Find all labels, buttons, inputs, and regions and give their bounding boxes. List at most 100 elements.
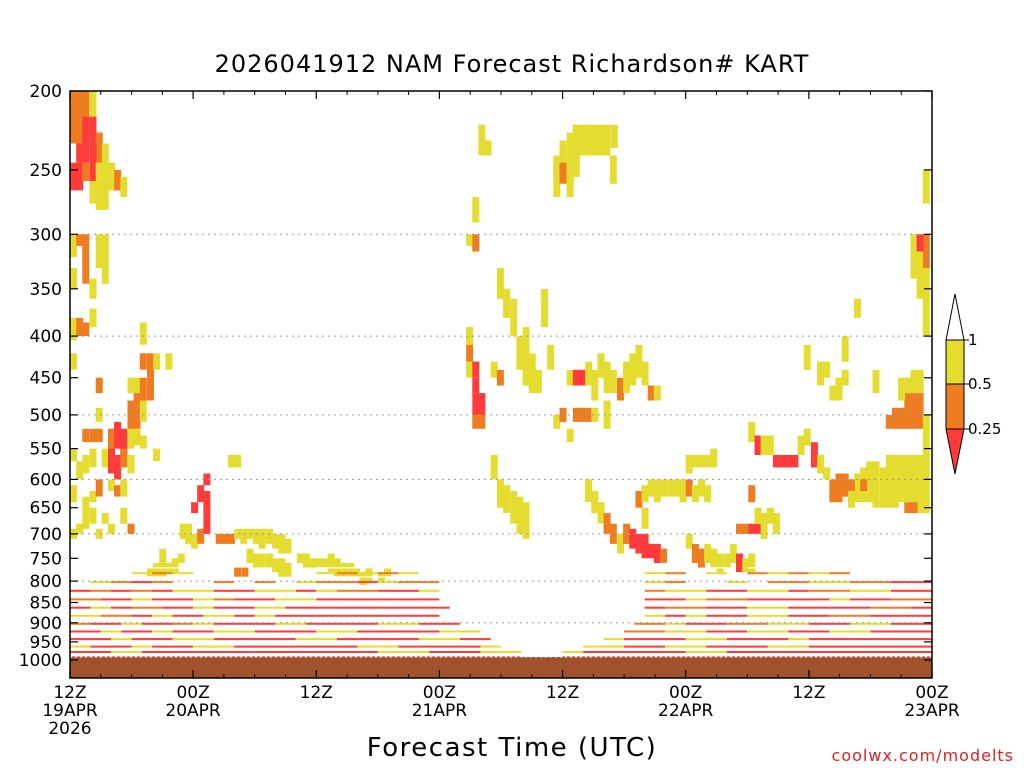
heatmap-cell	[131, 645, 153, 648]
heatmap-cell	[472, 234, 480, 252]
heatmap-cell	[872, 369, 880, 394]
heatmap-cell	[591, 369, 599, 401]
heatmap-cell	[665, 589, 707, 592]
heatmap-cell	[510, 491, 518, 524]
heatmap-streak	[100, 593, 132, 596]
heatmap-cell	[742, 558, 750, 573]
heatmap-cell	[797, 435, 805, 455]
heatmap-cell	[829, 606, 871, 609]
heatmap-cell	[617, 533, 624, 554]
heatmap-cell	[302, 553, 310, 568]
heatmap-cell	[849, 638, 932, 641]
heatmap-streak	[788, 585, 809, 587]
heatmap-cell	[823, 361, 831, 378]
heatmap-cell	[120, 479, 128, 497]
heatmap-streak	[193, 641, 235, 643]
heatmap-cell	[466, 344, 474, 362]
heatmap-cell	[472, 361, 480, 378]
heatmap-cell	[866, 461, 874, 503]
heatmap-streak	[70, 602, 91, 604]
heatmap-cell	[159, 548, 167, 563]
heatmap-streak	[131, 585, 153, 587]
heatmap-cell	[234, 455, 242, 468]
heatmap-cell	[817, 455, 825, 474]
heatmap-cell	[706, 630, 748, 633]
legend-label: 0.5	[968, 375, 992, 393]
heatmap-cell	[559, 140, 567, 184]
credit-text[interactable]: coolwx.com/modelts	[831, 746, 1014, 765]
heatmap-streak	[131, 567, 153, 569]
heatmap-cell	[904, 502, 912, 514]
heatmap-streak	[849, 576, 891, 578]
heatmap-cell	[90, 645, 132, 648]
heatmap-streak	[336, 633, 419, 636]
heatmap-cell	[460, 638, 491, 641]
heatmap-cell	[603, 638, 625, 641]
heatmap-streak	[788, 633, 809, 636]
x-tick-label: 12Z	[792, 683, 825, 703]
heatmap-streak	[808, 576, 850, 578]
heatmap-cell	[89, 507, 97, 524]
heatmap-cell	[870, 630, 932, 633]
heatmap-cell	[808, 645, 891, 648]
heatmap-cell	[847, 479, 855, 491]
heatmap-cell	[747, 614, 789, 617]
heatmap-streak	[624, 633, 686, 636]
y-tick-label: 550	[30, 440, 62, 460]
heatmap-cell	[133, 428, 141, 446]
heatmap-cell	[510, 298, 518, 336]
heatmap-cell	[213, 638, 296, 641]
heatmap-streak	[870, 626, 932, 628]
legend-swatch-lt05	[945, 383, 965, 430]
heatmap-cell	[647, 479, 655, 497]
heatmap-cell	[131, 589, 153, 592]
heatmap-cell	[193, 606, 214, 609]
heatmap-streak	[295, 641, 358, 643]
heatmap-cell	[559, 162, 567, 184]
heatmap-cell	[70, 234, 77, 258]
heatmap-cell	[553, 414, 561, 429]
heatmap-cell	[760, 513, 768, 529]
heatmap-cell	[70, 638, 111, 641]
heatmap-cell	[139, 400, 147, 422]
heatmap-cell	[706, 589, 748, 592]
heatmap-streak	[398, 641, 481, 643]
heatmap-cell	[172, 630, 214, 633]
heatmap-streak	[726, 648, 830, 650]
heatmap-cell	[172, 589, 214, 592]
heatmap-cell	[306, 622, 378, 625]
heatmap-cell	[184, 523, 192, 544]
heatmap-cell	[767, 581, 809, 584]
heatmap-cell	[854, 298, 861, 318]
heatmap-cell	[860, 479, 868, 491]
heatmap-cell	[234, 598, 276, 601]
heatmap-cell	[258, 528, 266, 549]
heatmap-cell	[152, 630, 173, 633]
heatmap-cell	[472, 377, 480, 394]
heatmap-cell	[95, 479, 103, 497]
heatmap-cell	[377, 606, 419, 609]
heatmap-cell	[90, 589, 111, 592]
heatmap-streak	[685, 610, 707, 612]
heatmap-cell	[357, 581, 378, 584]
heatmap-streak	[172, 610, 204, 612]
heatmap-cell	[179, 523, 187, 539]
heatmap-cell	[101, 181, 109, 210]
heatmap-cell	[95, 528, 103, 539]
heatmap-cell	[829, 630, 871, 633]
heatmap-cell	[685, 455, 693, 474]
heatmap-cell	[641, 507, 649, 529]
heatmap-cell	[296, 553, 304, 563]
heatmap-streak	[162, 602, 194, 604]
heatmap-cell	[748, 553, 756, 573]
heatmap-cell	[82, 116, 90, 163]
heatmap-cell	[336, 589, 378, 592]
heatmap-cell	[579, 369, 586, 386]
heatmap-cell	[221, 533, 229, 544]
heatmap-cell	[901, 614, 932, 617]
heatmap-streak	[275, 610, 317, 612]
legend-swatch-ge1	[945, 293, 965, 341]
heatmap-cell	[254, 606, 286, 609]
